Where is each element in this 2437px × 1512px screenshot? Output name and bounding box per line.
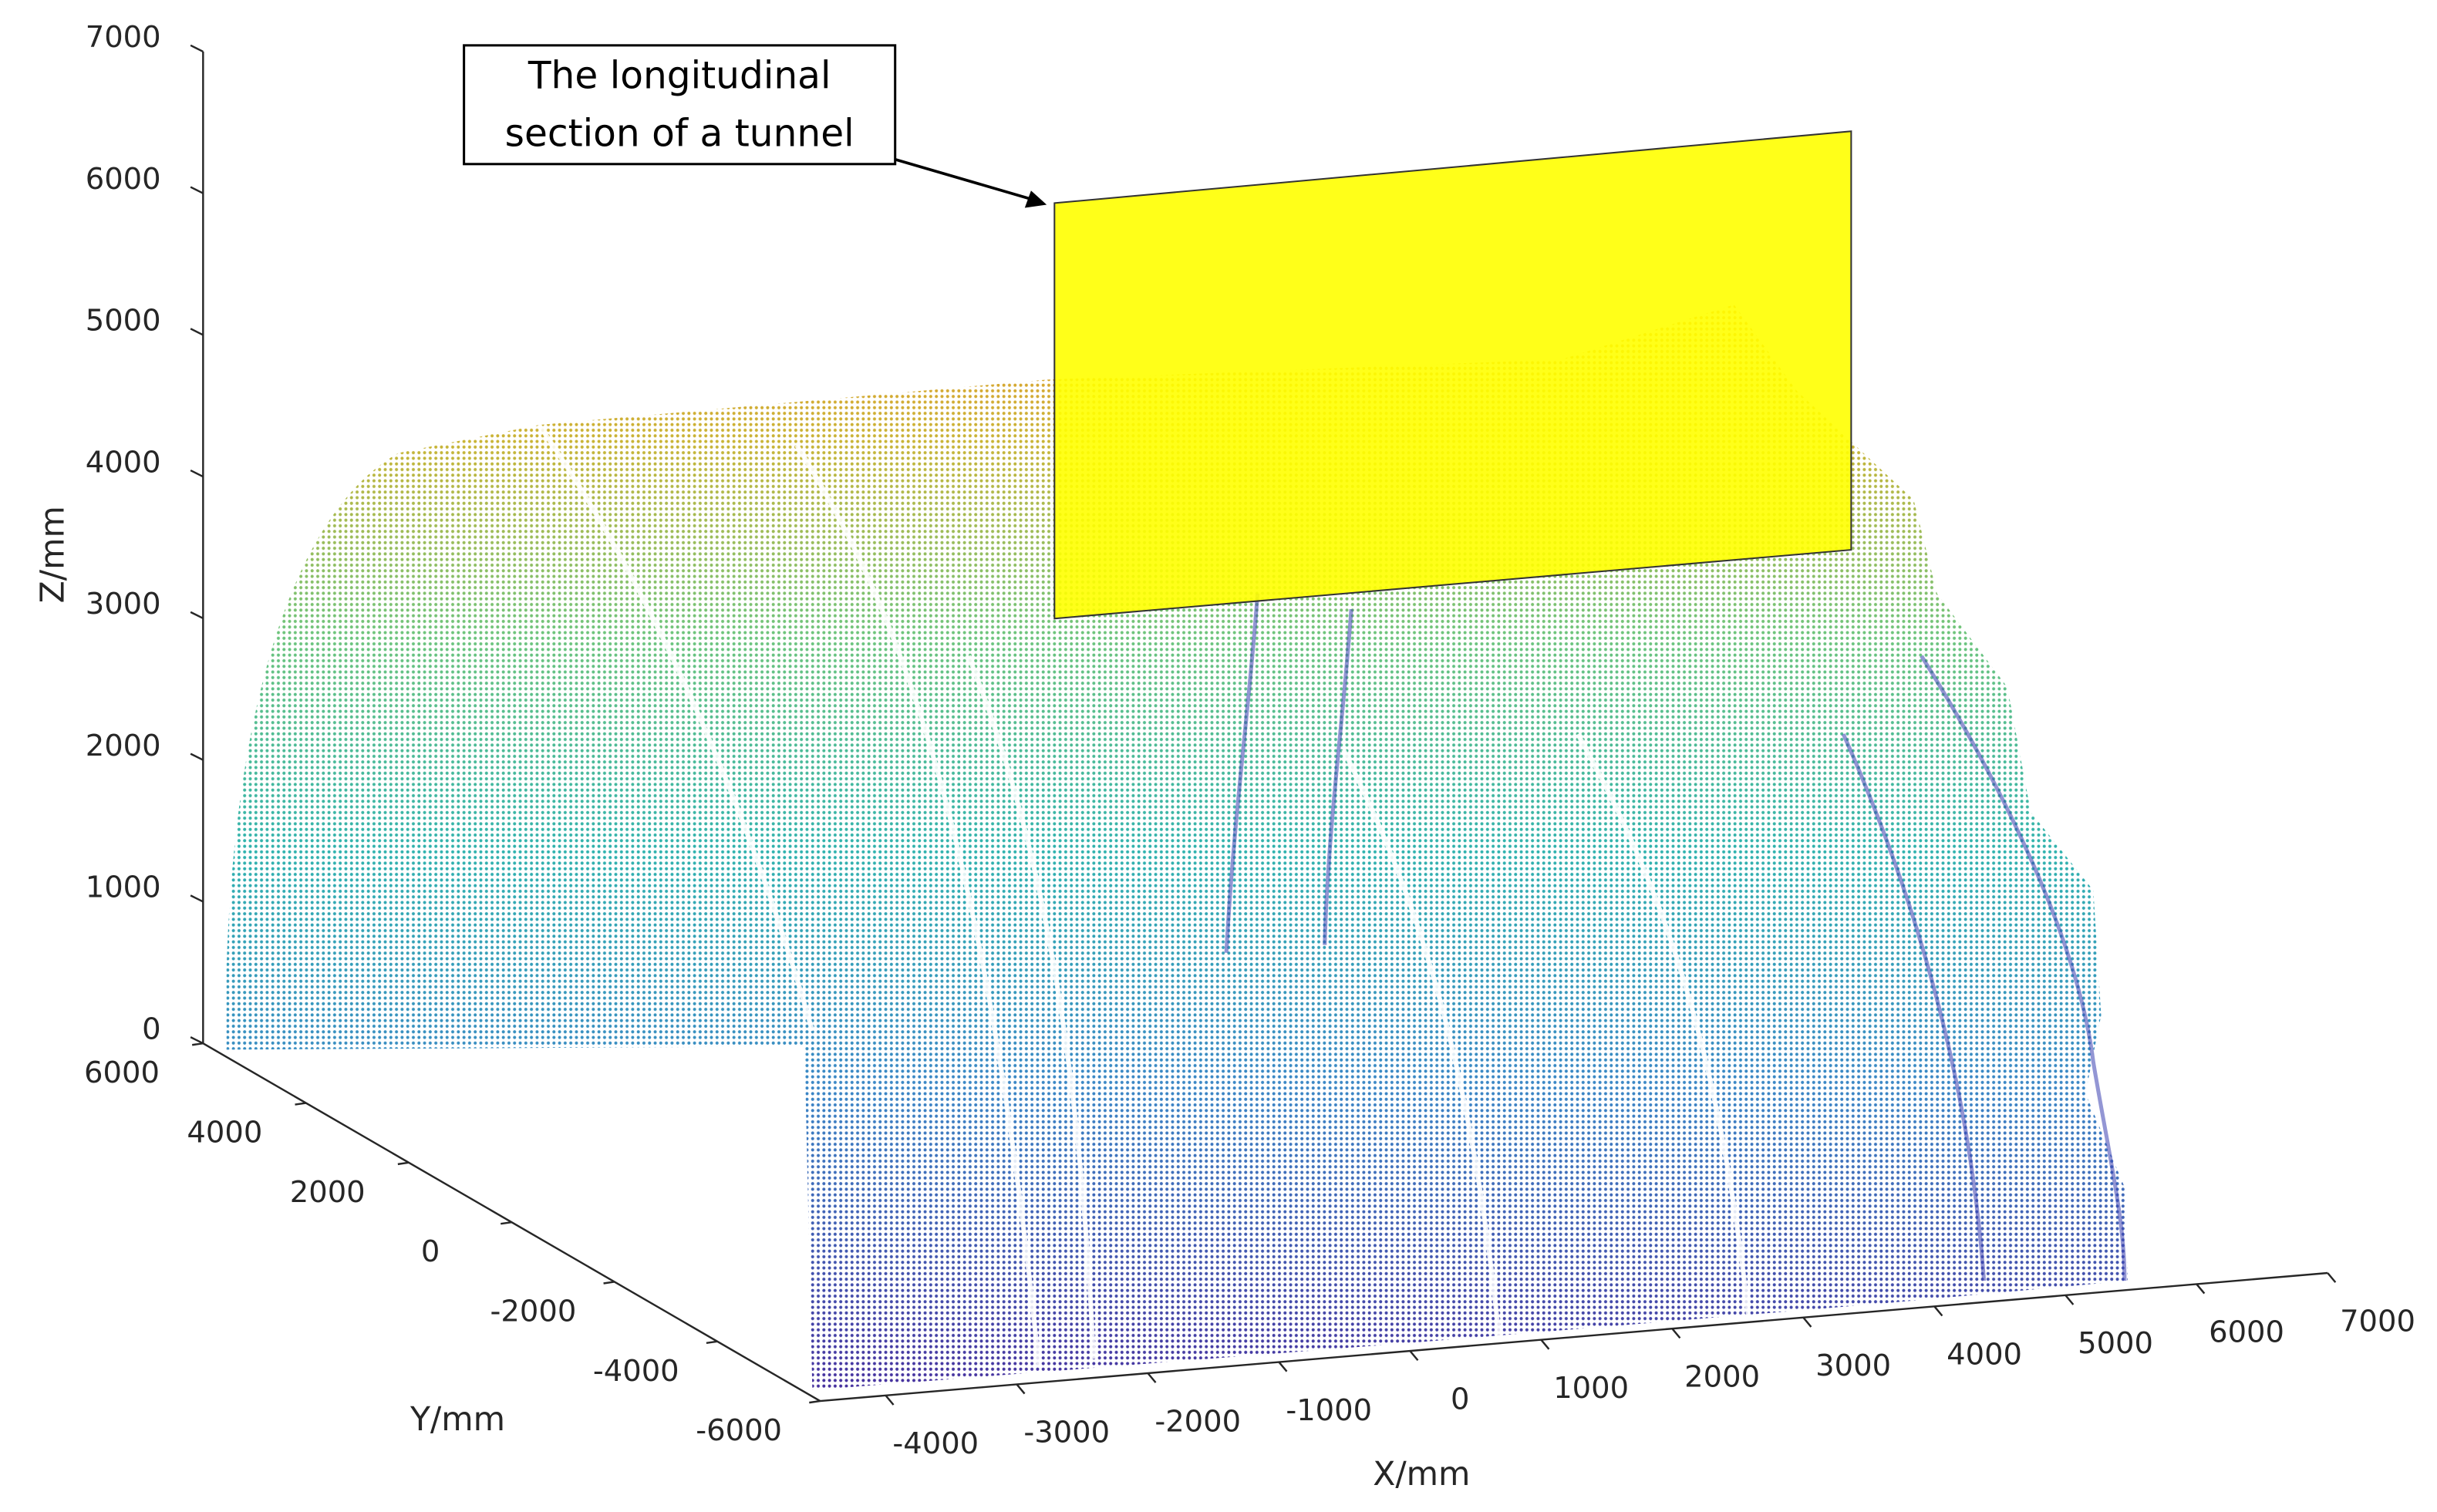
z-tick-mark: [190, 186, 204, 194]
tunnel-surface: [226, 305, 2128, 1390]
x-tick-mark: [2196, 1283, 2206, 1295]
annotation-line: The longitudinal: [528, 54, 831, 97]
z-tick-mark: [190, 44, 204, 53]
z-tick-label: 0: [142, 1012, 160, 1047]
x-tick-label: 4000: [1947, 1338, 2022, 1372]
tunnel-cracks: [537, 423, 1752, 1367]
x-tick-label: -4000: [892, 1426, 979, 1461]
z-tick-mark: [190, 1036, 204, 1045]
z-tick-mark: [190, 894, 204, 903]
y-tick-mark: [191, 1042, 204, 1046]
y-tick-label: 6000: [84, 1056, 160, 1090]
x-axis-label: X/mm: [1373, 1456, 1470, 1493]
annotation-box: [463, 44, 897, 166]
z-tick-label: 6000: [86, 162, 161, 197]
z-tick-label: 1000: [86, 870, 161, 905]
y-tick-mark: [809, 1399, 821, 1404]
y-tick-label: 4000: [187, 1116, 262, 1150]
y-tick-mark: [295, 1102, 306, 1106]
x-tick-mark: [1278, 1361, 1288, 1372]
x-tick-label: -3000: [1023, 1416, 1110, 1450]
x-tick-mark: [1409, 1350, 1419, 1362]
x-tick-mark: [1016, 1383, 1026, 1395]
x-tick-label: 2000: [1684, 1360, 1760, 1395]
tunnel-point-cloud: [226, 305, 2128, 1390]
y-tick-label: 0: [421, 1234, 440, 1269]
x-tick-label: 6000: [2209, 1315, 2284, 1350]
x-tick-mark: [1802, 1316, 1812, 1328]
z-tick-mark: [190, 611, 204, 620]
y-tick-label: 2000: [290, 1175, 366, 1210]
x-tick-mark: [885, 1395, 895, 1406]
z-tick-mark: [190, 328, 204, 336]
x-tick-mark: [1540, 1339, 1550, 1350]
z-tick-label: 7000: [86, 20, 161, 55]
y-axis-label: Y/mm: [410, 1401, 505, 1439]
x-tick-label: -2000: [1154, 1404, 1241, 1439]
z-tick-label: 2000: [86, 729, 161, 763]
x-tick-label: 7000: [2340, 1304, 2415, 1339]
x-tick-mark: [2065, 1295, 2075, 1305]
x-tick-label: 3000: [1815, 1349, 1891, 1383]
y-tick-mark: [603, 1281, 615, 1285]
x-tick-mark: [1933, 1305, 1943, 1317]
x-tick-mark: [2327, 1272, 2337, 1283]
x-tick-label: 1000: [1553, 1371, 1629, 1406]
arrow-head: [1024, 190, 1047, 208]
y-tick-label: -2000: [490, 1294, 577, 1328]
x-axis-line: [820, 1271, 2328, 1403]
y-tick-mark: [706, 1340, 718, 1345]
z-tick-label: 5000: [86, 304, 161, 338]
tunnel-ridges: [1224, 593, 2127, 1281]
z-axis-label: Z/mm: [34, 506, 72, 603]
z-tick-label: 4000: [86, 445, 161, 480]
annotation-line: section of a tunnel: [505, 112, 854, 155]
z-tick-mark: [190, 470, 204, 478]
x-tick-label: 5000: [2078, 1326, 2153, 1361]
section-plane: [1053, 130, 1852, 620]
annotation-arrow: [895, 157, 1035, 202]
z-tick-label: 3000: [86, 587, 161, 621]
x-tick-mark: [1671, 1328, 1681, 1339]
y-tick-mark: [501, 1221, 512, 1225]
x-tick-mark: [1147, 1372, 1157, 1383]
x-tick-label: 0: [1451, 1382, 1469, 1416]
x-tick-label: -1000: [1286, 1393, 1372, 1428]
y-tick-label: -6000: [696, 1413, 782, 1448]
y-tick-mark: [397, 1161, 410, 1166]
y-tick-label: -4000: [593, 1354, 679, 1389]
z-tick-mark: [190, 753, 204, 761]
